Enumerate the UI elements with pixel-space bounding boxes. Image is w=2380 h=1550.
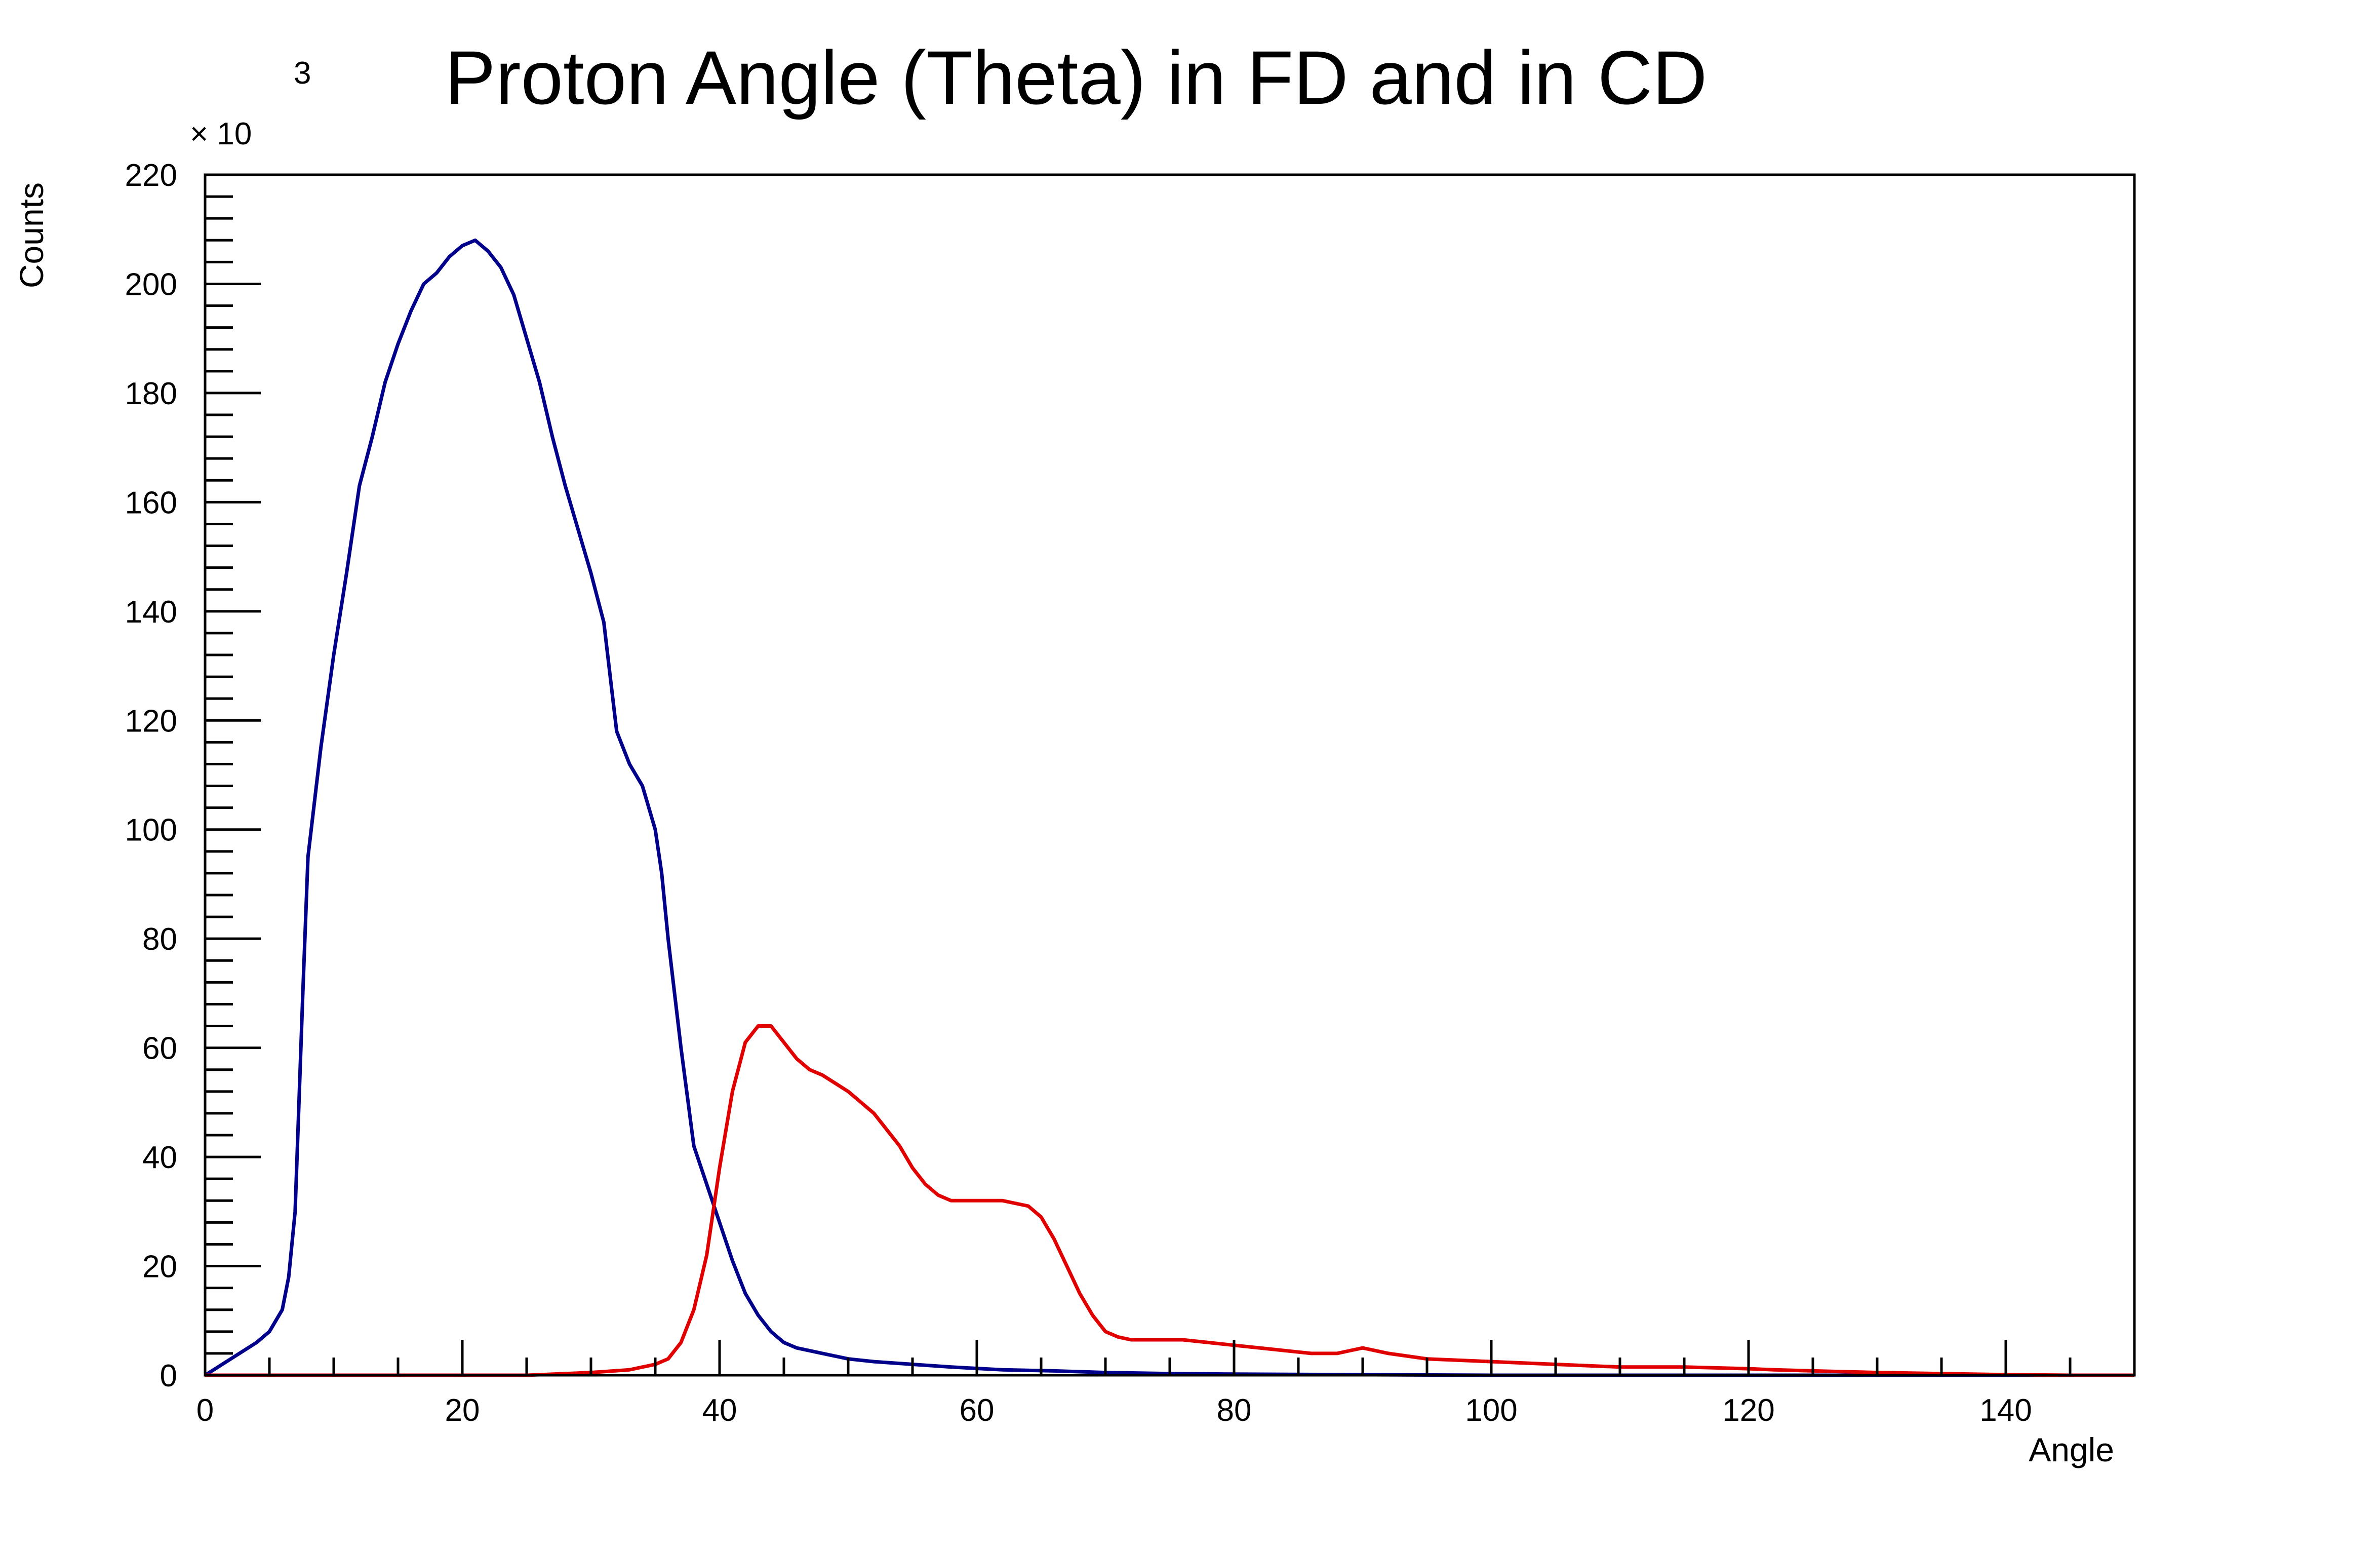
plot-frame <box>204 173 2136 1377</box>
x-axis-title: Angle <box>2029 1431 2114 1468</box>
y-multiplier-exponent: 3 <box>294 56 311 91</box>
y-tick-label: 220 <box>125 158 177 193</box>
x-tick-label: 80 <box>1217 1393 1252 1428</box>
y-tick-label: 0 <box>160 1359 177 1393</box>
x-tick-label: 0 <box>196 1393 214 1428</box>
y-tick-label: 200 <box>125 267 177 302</box>
x-tick-label: 60 <box>960 1393 995 1428</box>
x-tick-label: 100 <box>1465 1393 1517 1428</box>
y-tick-label: 160 <box>125 485 177 520</box>
chart-title: Proton Angle (Theta) in FD and in CD <box>445 35 1708 120</box>
y-tick-label: 60 <box>142 1031 177 1066</box>
y-tick-label: 180 <box>125 376 177 411</box>
y-tick-label: 140 <box>125 595 177 630</box>
x-tick-label: 120 <box>1722 1393 1774 1428</box>
y-axis-title: Counts <box>13 182 50 288</box>
y-tick-label: 80 <box>142 922 177 957</box>
x-tick-label: 20 <box>445 1393 480 1428</box>
x-tick-label: 40 <box>702 1393 737 1428</box>
series-line-2 <box>205 1024 2134 1377</box>
y-tick-label: 120 <box>125 704 177 739</box>
tick-layer: 0 20 40 60 80 100 120 140 0 20 40 60 80 100 120 140 160 1… <box>125 158 2136 1428</box>
series-line-1 <box>204 238 2134 1377</box>
y-tick-label: 40 <box>142 1140 177 1175</box>
series-layer <box>204 238 2134 1377</box>
y-tick-label: 20 <box>142 1250 177 1285</box>
y-tick-label: 100 <box>125 813 177 848</box>
y-multiplier-label: × 10 <box>190 117 252 151</box>
x-tick-label: 140 <box>1979 1393 2032 1428</box>
